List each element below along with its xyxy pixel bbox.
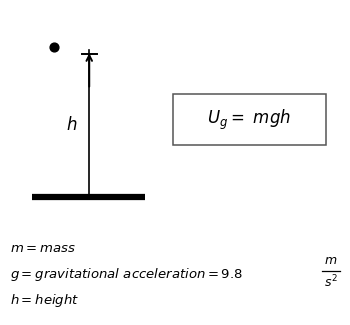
FancyBboxPatch shape — [173, 94, 326, 145]
Text: $g = gravitational\ acceleration = 9.8\ $: $g = gravitational\ acceleration = 9.8\ … — [10, 266, 243, 283]
Point — [51, 45, 57, 50]
Text: $h = height$: $h = height$ — [10, 292, 80, 309]
Text: $s^2$: $s^2$ — [324, 273, 338, 290]
Text: $h$: $h$ — [66, 116, 77, 134]
Text: $U_g=\ mgh$: $U_g=\ mgh$ — [207, 107, 292, 132]
Text: $m = mass$: $m = mass$ — [10, 242, 76, 255]
Text: $m$: $m$ — [324, 254, 337, 267]
